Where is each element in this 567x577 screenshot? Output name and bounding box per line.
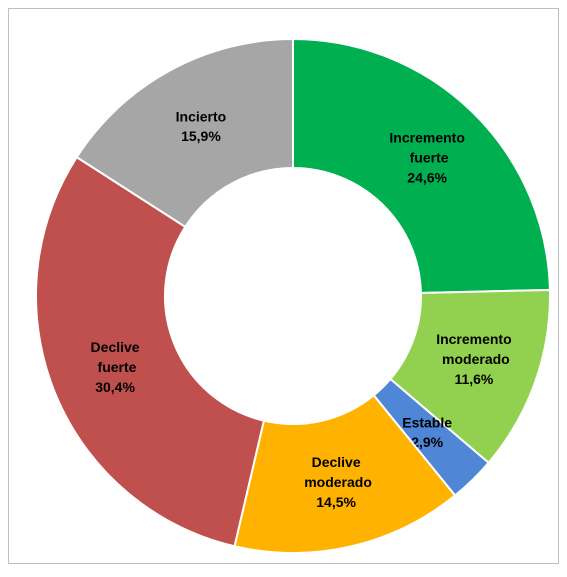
donut-slice <box>388 288 551 465</box>
slice-label: Incierto <box>176 108 227 124</box>
slice-label: Incremento fuerte <box>389 129 464 165</box>
slice-label: Declive fuerte <box>91 339 140 375</box>
donut-slice <box>292 37 551 295</box>
value-label: 14,5% <box>316 494 356 510</box>
value-label: 15,9% <box>181 128 221 144</box>
donut-slice <box>75 37 294 229</box>
donut-slice <box>35 155 266 548</box>
slice-label: Estable <box>402 414 452 430</box>
value-label: 30,4% <box>95 379 135 395</box>
value-label: 11,6% <box>454 371 493 387</box>
value-label: 24,6% <box>407 169 447 185</box>
slice-label: Declive moderado <box>300 454 372 490</box>
value-label: 2,9% <box>411 434 443 450</box>
donut-slice <box>233 393 457 554</box>
slice-label: Incremento moderado <box>436 331 511 367</box>
